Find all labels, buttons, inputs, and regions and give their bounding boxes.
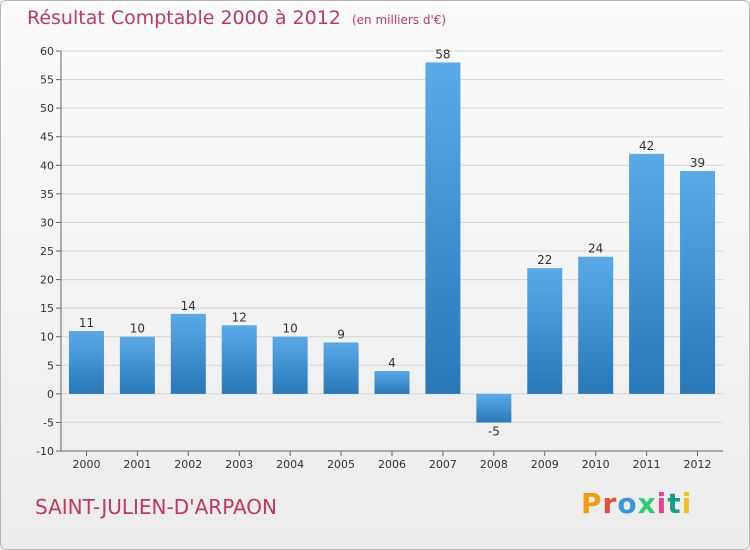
bar-2000 (68, 331, 104, 394)
x-tick-label: 2012 (684, 458, 712, 471)
x-tick-label: 2010 (582, 458, 610, 471)
y-tick-label: 15 (40, 302, 54, 315)
bar-2009 (527, 268, 563, 394)
data-label-2005: 9 (337, 327, 345, 341)
y-tick-label: 0 (47, 388, 54, 401)
logo-letter: o (617, 487, 638, 520)
data-label-2001: 10 (130, 322, 145, 336)
bar-2007 (425, 62, 461, 394)
x-tick-label: 2006 (378, 458, 406, 471)
data-label-2012: 39 (690, 156, 705, 170)
y-tick-label: 30 (40, 216, 54, 229)
x-tick-label: 2000 (72, 458, 100, 471)
y-tick-label: 45 (40, 131, 54, 144)
x-tick-label: 2002 (174, 458, 202, 471)
bar-2001 (119, 336, 155, 394)
y-tick-label: 40 (40, 159, 54, 172)
data-label-2002: 14 (181, 299, 196, 313)
data-label-2009: 22 (537, 253, 552, 267)
bar-2003 (221, 325, 257, 394)
x-tick-label: 2009 (531, 458, 559, 471)
data-label-2003: 12 (232, 310, 247, 324)
data-label-2011: 42 (639, 139, 654, 153)
y-tick-label: 20 (40, 274, 54, 287)
y-tick-label: 25 (40, 245, 54, 258)
chart-title-unit: (en milliers d'€) (351, 13, 447, 27)
y-tick-label: -5 (43, 416, 54, 429)
chart-title: Résultat Comptable 2000 à 2012 (en milli… (27, 7, 446, 29)
logo-letter: i (681, 487, 693, 520)
data-label-2008: -5 (488, 424, 500, 438)
logo-letter: t (667, 487, 682, 520)
y-tick-label: 5 (47, 359, 54, 372)
logo-letter: x (637, 487, 657, 520)
chart-title-main: Résultat Comptable 2000 à 2012 (27, 7, 341, 29)
bar-2002 (170, 313, 206, 394)
bar-2010 (578, 256, 614, 394)
logo-letter: r (602, 487, 618, 520)
y-tick-label: 50 (40, 102, 54, 115)
data-label-2004: 10 (283, 322, 298, 336)
bar-2011 (629, 153, 665, 394)
x-tick-label: 2004 (276, 458, 304, 471)
bar-2012 (680, 171, 716, 394)
y-tick-label: 35 (40, 188, 54, 201)
x-tick-label: 2001 (123, 458, 151, 471)
bar-2005 (323, 342, 359, 394)
y-tick-label: -10 (36, 445, 54, 458)
logo-letter: P (581, 487, 603, 520)
x-tick-label: 2007 (429, 458, 457, 471)
proxiti-logo: Proxiti (581, 487, 692, 520)
logo-letter: i (656, 487, 668, 520)
bar-2004 (272, 336, 308, 394)
data-label-2006: 4 (388, 356, 396, 370)
data-label-2007: 58 (435, 47, 450, 61)
data-label-2010: 24 (588, 242, 603, 256)
x-tick-label: 2005 (327, 458, 355, 471)
y-tick-label: 60 (40, 45, 54, 58)
bar-2006 (374, 371, 410, 394)
x-tick-label: 2003 (225, 458, 253, 471)
data-label-2000: 11 (79, 316, 94, 330)
x-tick-label: 2008 (480, 458, 508, 471)
bar-2008 (476, 393, 512, 423)
commune-name: SAINT-JULIEN-D'ARPAON (35, 495, 278, 519)
x-tick-label: 2011 (633, 458, 661, 471)
y-tick-label: 55 (40, 74, 54, 87)
y-tick-label: 10 (40, 331, 54, 344)
